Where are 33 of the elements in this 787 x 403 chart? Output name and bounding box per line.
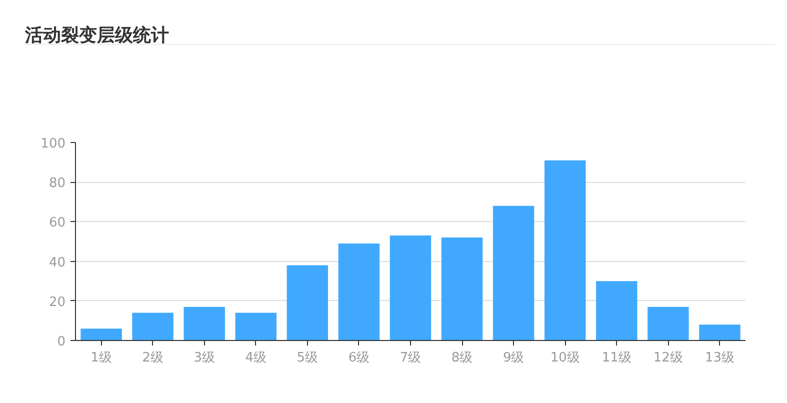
y-tick-label: 40	[48, 255, 66, 270]
bar	[184, 306, 225, 340]
bar	[648, 306, 689, 340]
x-tick-label: 8级	[451, 350, 473, 366]
x-tick-label: 3级	[194, 350, 215, 366]
y-tick-label: 60	[48, 216, 66, 231]
bar	[132, 312, 174, 340]
y-tick-label: 0	[57, 334, 66, 350]
bar	[441, 238, 483, 340]
x-tick-label: 6级	[348, 350, 370, 366]
bar	[235, 312, 276, 340]
bar	[338, 243, 380, 340]
bar	[544, 160, 586, 340]
chart-title: 活动裂变层级统计	[25, 24, 169, 48]
bar	[492, 206, 534, 340]
bar	[699, 324, 740, 340]
x-tick-label: 5级	[296, 350, 318, 366]
x-tick-label: 9级	[502, 350, 524, 366]
y-tick-label: 20	[48, 294, 66, 310]
x-tick-label: 1级	[90, 350, 112, 366]
bar	[390, 236, 432, 340]
y-tick-label: 80	[48, 176, 66, 192]
x-tick-label: 13级	[704, 350, 735, 366]
y-tick-label: 100	[40, 136, 66, 152]
x-tick-label: 7级	[400, 350, 422, 366]
bar	[80, 328, 122, 340]
bar	[286, 265, 328, 340]
x-tick-label: 11级	[602, 350, 632, 366]
x-tick-label: 4级	[245, 350, 267, 366]
bar	[596, 281, 638, 340]
x-tick-label: 10级	[550, 350, 580, 366]
x-tick-label: 12级	[653, 350, 683, 366]
x-tick-label: 2级	[142, 350, 164, 366]
